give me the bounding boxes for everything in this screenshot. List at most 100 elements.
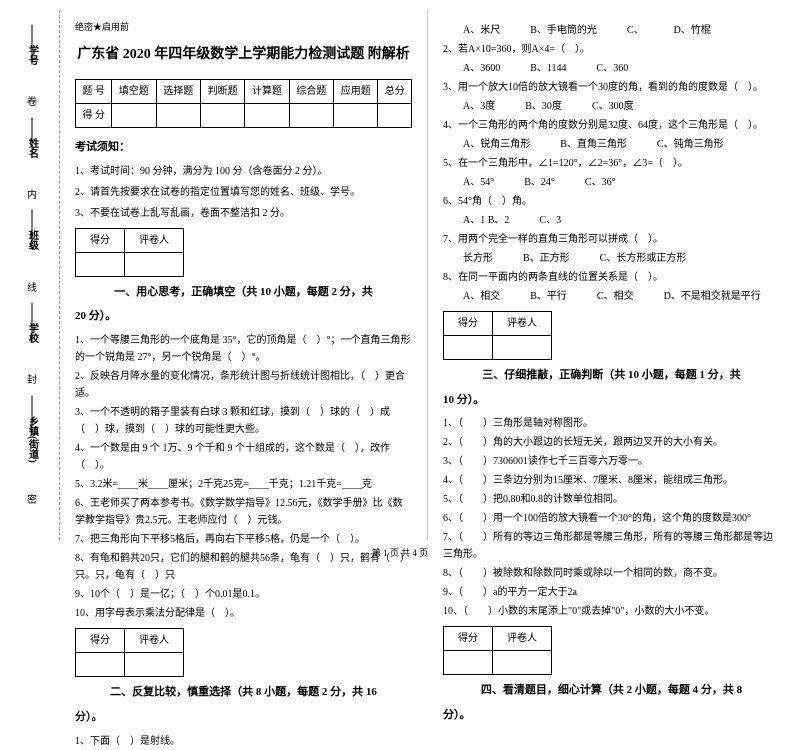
option: C、相交 bbox=[597, 288, 634, 305]
notice-item: 3、不要在试卷上乱写乱画，卷面不整洁扣 2 分。 bbox=[75, 205, 412, 222]
option-row: A、1 B、2 C、3 bbox=[463, 212, 780, 229]
option: B、正方形 bbox=[523, 250, 570, 267]
grade-score-cell[interactable] bbox=[76, 252, 125, 276]
option: A、米尺 bbox=[463, 22, 500, 39]
question: 5、（ ）把0.80和0.8的计数单位相同。 bbox=[443, 491, 780, 508]
question: 9、（ ）a的平方一定大于2a bbox=[443, 584, 780, 601]
option: B、24° bbox=[524, 174, 555, 191]
option: A、1 B、2 bbox=[463, 212, 509, 229]
paper-title: 广东省 2020 年四年级数学上学期能力检测试题 附解析 bbox=[75, 43, 412, 67]
question: 9、10个（ ）是一亿；（ ）个0.01是0.1。 bbox=[75, 586, 412, 603]
grade-score-label: 得分 bbox=[76, 629, 125, 653]
option: C、长方形或正方形 bbox=[600, 250, 687, 267]
score-table: 题 号 填空题 选择题 判断题 计算题 综合题 应用题 总分 得 分 bbox=[75, 79, 412, 128]
option: C、3 bbox=[539, 212, 561, 229]
grade-score-cell[interactable] bbox=[76, 653, 125, 677]
left-column: 绝密★启用前 广东省 2020 年四年级数学上学期能力检测试题 附解析 题 号 … bbox=[60, 10, 428, 540]
option: C、36° bbox=[585, 174, 616, 191]
option: D、不是相交就是平行 bbox=[664, 288, 761, 305]
section-4-title: 四、看清题目，细心计算（共 2 小题，每题 4 分，共 8 bbox=[443, 681, 780, 700]
grade-marker-label: 评卷人 bbox=[493, 627, 552, 651]
score-cell: 应用题 bbox=[334, 80, 378, 104]
question: 6、54°角（ ）角。 bbox=[443, 193, 780, 210]
grade-marker-cell[interactable] bbox=[493, 651, 552, 675]
option: A、3度 bbox=[463, 98, 495, 115]
score-cell[interactable] bbox=[112, 104, 156, 128]
score-cell[interactable] bbox=[289, 104, 333, 128]
option: C、360 bbox=[597, 60, 629, 77]
option: A、54° bbox=[463, 174, 494, 191]
question: 7、用两个完全一样的直角三角形可以拼成（ ）。 bbox=[443, 231, 780, 248]
option: B、直角三角形 bbox=[560, 136, 627, 153]
option: 长方形 bbox=[463, 250, 493, 267]
grade-marker-cell[interactable] bbox=[125, 252, 184, 276]
option: A、相交 bbox=[463, 288, 500, 305]
notice-item: 2、请首先按要求在试卷的指定位置填写您的姓名、班级、学号。 bbox=[75, 184, 412, 201]
question: 1、下面（ ）是射线。 bbox=[75, 733, 412, 750]
score-cell[interactable] bbox=[378, 104, 412, 128]
option: C、300度 bbox=[592, 98, 634, 115]
question: 6、王老师买了两本参考书。《数学数学指导》12.56元，《数学手册》比《数学教学… bbox=[75, 495, 412, 529]
option: B、手电筒的光 bbox=[530, 22, 597, 39]
option: B、1144 bbox=[530, 60, 566, 77]
option-row: A、锐角三角形 B、直角三角形 C、钝角三角形 bbox=[463, 136, 780, 153]
seal-text: 绝密★启用前 bbox=[75, 20, 412, 35]
right-column: A、米尺 B、手电筒的光 C、 D、竹棍 2、若A×10=360，则A×4=（ … bbox=[428, 10, 795, 540]
score-cell[interactable] bbox=[156, 104, 200, 128]
grade-box: 得分评卷人 bbox=[75, 628, 184, 677]
score-cell: 计算题 bbox=[245, 80, 289, 104]
question: 4、一个数是由 9 个 1万、9 个千和 9 个十组成的，这个数是（ ），改作（… bbox=[75, 440, 412, 474]
question: 10、用字母表示乘法分配律是（ ）。 bbox=[75, 605, 412, 622]
binding-mark: 线 bbox=[27, 279, 37, 294]
grade-score-cell[interactable] bbox=[444, 336, 493, 360]
grade-marker-label: 评卷人 bbox=[125, 629, 184, 653]
grade-score-cell[interactable] bbox=[444, 651, 493, 675]
grade-marker-cell[interactable] bbox=[493, 336, 552, 360]
option: D、竹棍 bbox=[674, 22, 711, 39]
question: 4、一个三角形的两个角的度数分别是32度、64度，这个三角形是（ ）。 bbox=[443, 117, 780, 134]
question: 5、在一个三角形中，∠1=120°，∠2=36°，∠3=（ ）。 bbox=[443, 155, 780, 172]
notice-item: 1、考试时间：90 分钟，满分为 100 分（含卷面分 2 分）。 bbox=[75, 163, 412, 180]
binding-mark: 卷 bbox=[27, 93, 37, 108]
grade-box: 得分评卷人 bbox=[443, 311, 552, 360]
binding-field: 班级 bbox=[12, 229, 52, 250]
grade-score-label: 得分 bbox=[444, 312, 493, 336]
score-cell[interactable] bbox=[200, 104, 244, 128]
question: 1、（ ）三角形是轴对称图形。 bbox=[443, 415, 780, 432]
option: B、30度 bbox=[525, 98, 562, 115]
option-row: A、3600 B、1144 C、360 bbox=[463, 60, 780, 77]
notice-heading: 考试须知： bbox=[75, 138, 412, 157]
option-row: 长方形 B、正方形 C、长方形或正方形 bbox=[463, 250, 780, 267]
binding-field: 学校 bbox=[12, 322, 52, 343]
question: 10、（ ）小数的末尾添上"0"或去掉"0"，小数的大小不变。 bbox=[443, 603, 780, 620]
question: 2、（ ）角的大小跟边的长短无关，跟两边叉开的大小有关。 bbox=[443, 434, 780, 451]
score-cell: 填空题 bbox=[112, 80, 156, 104]
binding-mark: 密 bbox=[27, 491, 37, 506]
binding-mark: 封 bbox=[27, 371, 37, 386]
section-4-tail: 分）。 bbox=[443, 706, 780, 725]
grade-score-label: 得分 bbox=[76, 228, 125, 252]
binding-field: 学号 bbox=[12, 44, 52, 65]
option: A、锐角三角形 bbox=[463, 136, 530, 153]
grade-marker-cell[interactable] bbox=[125, 653, 184, 677]
question: 8、（ ）被除数和除数同时乘或除以一个相同的数，商不变。 bbox=[443, 565, 780, 582]
score-cell[interactable] bbox=[334, 104, 378, 128]
question: 1、一个等腰三角形的一个底角是 35°，它的顶角是（ ）°；一个直角三角形的一个… bbox=[75, 332, 412, 366]
grade-box: 得分评卷人 bbox=[75, 228, 184, 277]
score-cell: 综合题 bbox=[289, 80, 333, 104]
score-cell: 题 号 bbox=[76, 80, 112, 104]
option: C、钝角三角形 bbox=[657, 136, 724, 153]
option-row: A、3度 B、30度 C、300度 bbox=[463, 98, 780, 115]
question: 6、（ ）用一个100倍的放大镜看一个30°的角，这个角的度数是300° bbox=[443, 510, 780, 527]
binding-mark: 内 bbox=[27, 186, 37, 201]
question: 2、若A×10=360，则A×4=（ ）。 bbox=[443, 41, 780, 58]
section-1-title: 一、用心思考，正确填空（共 10 小题，每题 2 分，共 bbox=[75, 283, 412, 302]
score-cell[interactable] bbox=[245, 104, 289, 128]
option: C、 bbox=[627, 22, 644, 39]
score-cell: 判断题 bbox=[200, 80, 244, 104]
question: 5、3.2米=____米____厘米；2千克25克=____千克；1.21千克=… bbox=[75, 476, 412, 493]
option-row: A、54° B、24° C、36° bbox=[463, 174, 780, 191]
option: B、平行 bbox=[530, 288, 567, 305]
score-cell: 总分 bbox=[378, 80, 412, 104]
page-footer: 第 1 页 共 4 页 bbox=[0, 546, 800, 559]
